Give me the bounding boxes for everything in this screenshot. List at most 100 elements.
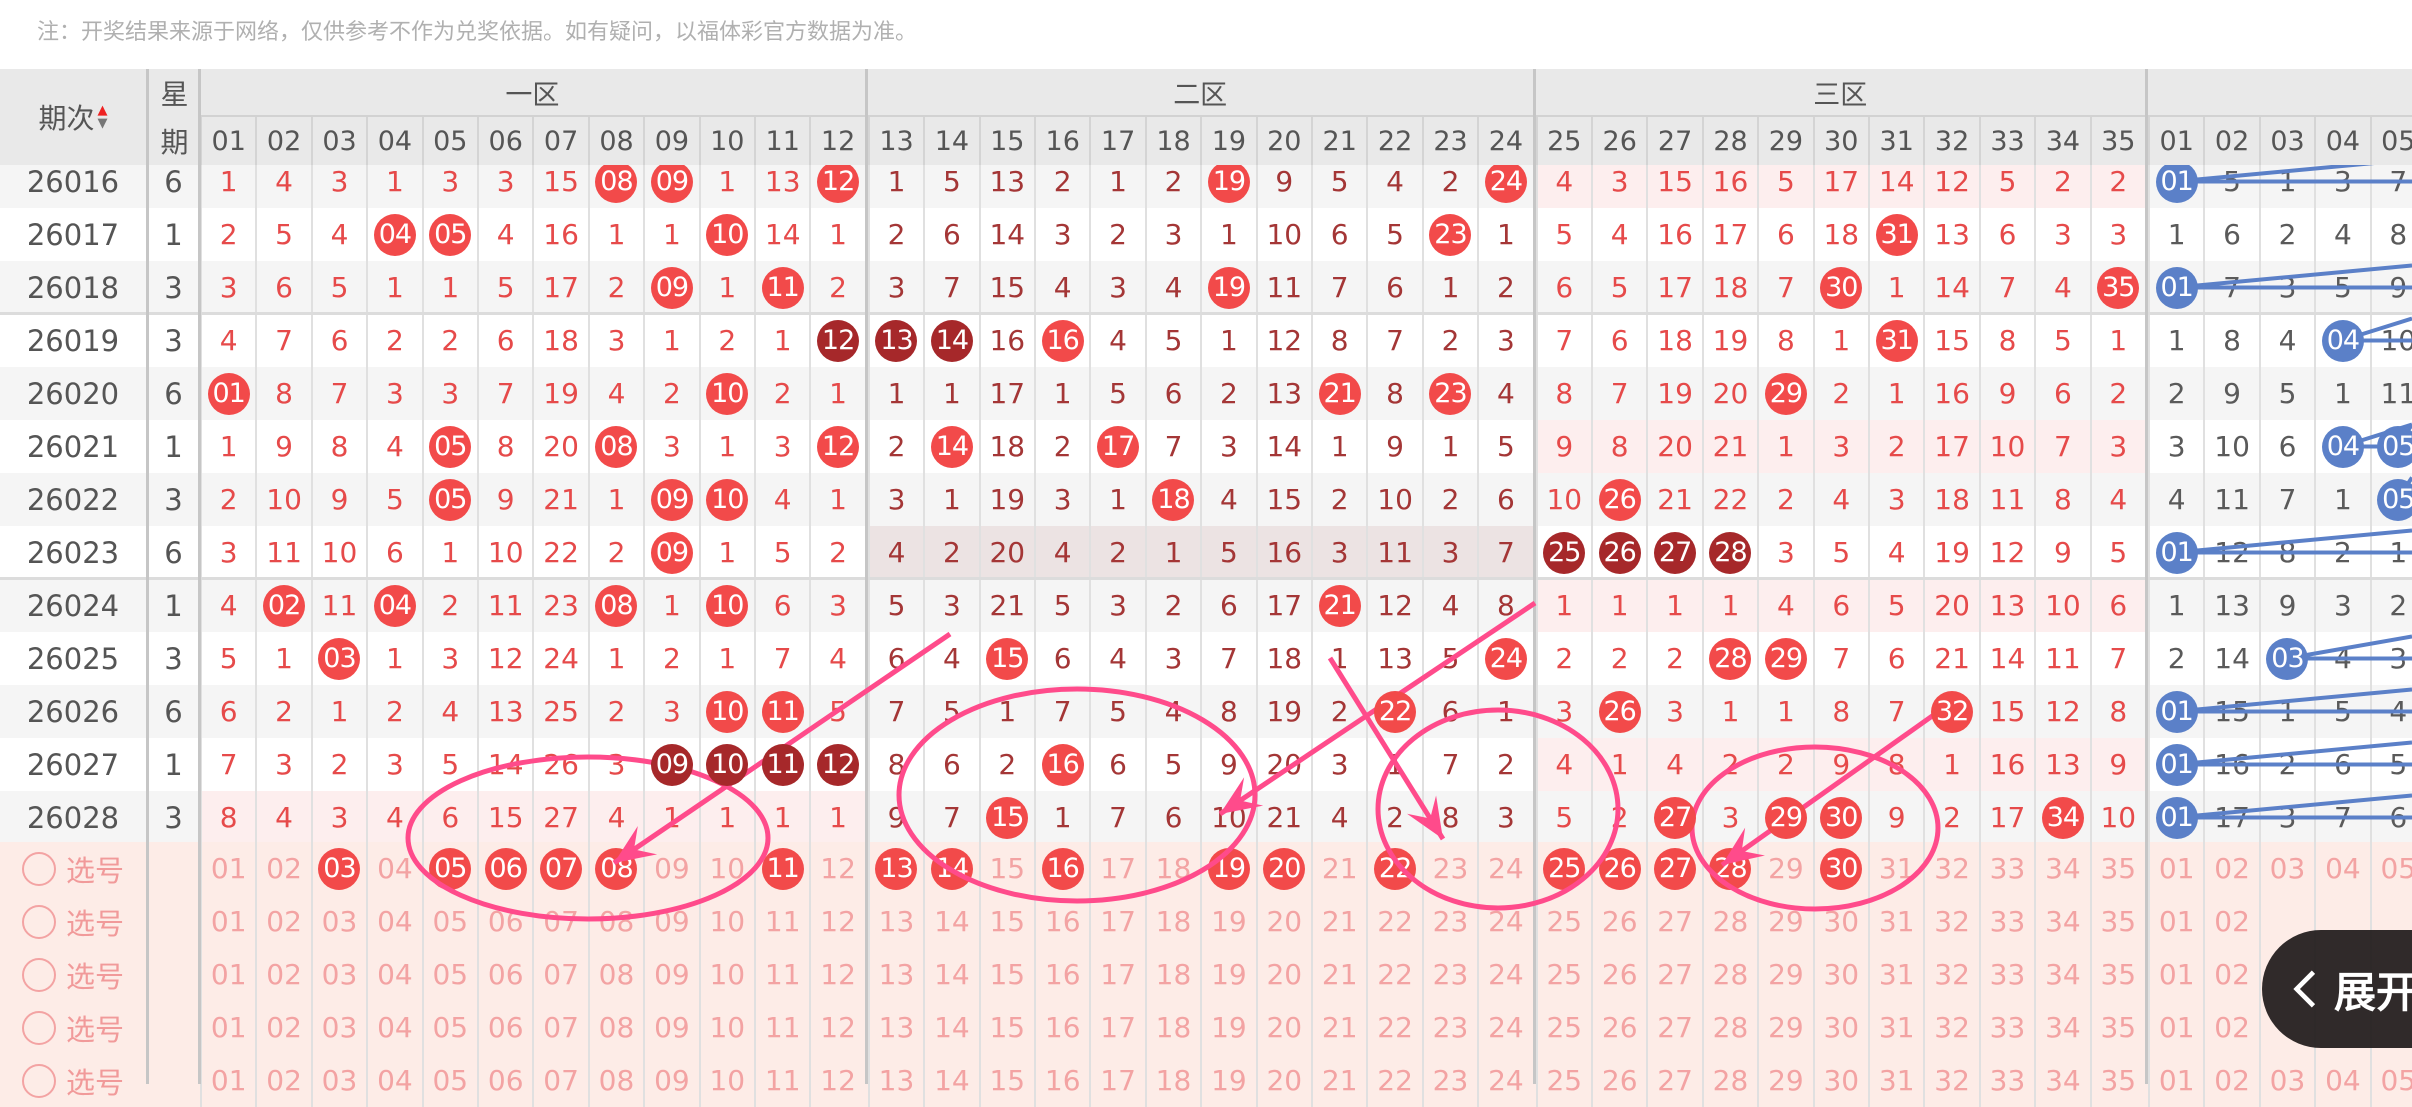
pick-number[interactable]: 20	[1256, 1054, 1311, 1107]
pick-number[interactable]: 22	[1366, 842, 1421, 895]
pick-number[interactable]: 29	[1757, 1054, 1812, 1107]
pick-number[interactable]: 15	[979, 948, 1034, 1001]
pick-number[interactable]: 12	[809, 948, 864, 1001]
pick-number[interactable]: 23	[1422, 842, 1477, 895]
pick-number[interactable]: 19	[1200, 1054, 1255, 1107]
pick-number[interactable]: 14	[923, 948, 978, 1001]
pick-number[interactable]: 16	[1034, 948, 1089, 1001]
pick-number[interactable]: 10	[699, 948, 754, 1001]
selected-ball[interactable]: 14	[931, 848, 973, 890]
pick-number[interactable]: 02	[255, 895, 310, 948]
pick-number[interactable]: 09	[643, 1054, 698, 1107]
pick-number[interactable]: 02	[2203, 1001, 2258, 1054]
pick-number[interactable]: 28	[1702, 842, 1757, 895]
pick-number[interactable]: 08	[588, 895, 643, 948]
pick-number[interactable]: 05	[422, 1054, 477, 1107]
pick-number[interactable]: 05	[422, 895, 477, 948]
pick-number[interactable]: 01	[2148, 1001, 2203, 1054]
selected-ball[interactable]: 11	[762, 848, 804, 890]
pick-number[interactable]: 05	[422, 948, 477, 1001]
pick-number[interactable]: 29	[1757, 895, 1812, 948]
selected-ball[interactable]: 25	[1543, 848, 1585, 890]
pick-number[interactable]: 21	[1311, 842, 1366, 895]
pick-number[interactable]: 05	[2370, 842, 2412, 895]
pick-number[interactable]: 32	[1923, 948, 1978, 1001]
pick-number[interactable]: 20	[1256, 948, 1311, 1001]
selected-ball[interactable]: 27	[1654, 848, 1696, 890]
pick-number[interactable]: 01	[200, 895, 255, 948]
pick-number[interactable]: 07	[532, 948, 587, 1001]
pick-number[interactable]: 06	[477, 895, 532, 948]
pick-number[interactable]: 19	[1200, 895, 1255, 948]
pick-number[interactable]: 27	[1646, 842, 1701, 895]
pick-number[interactable]: 02	[2203, 895, 2258, 948]
pick-toggle[interactable]: 选号	[0, 1054, 146, 1107]
selected-ball[interactable]: 07	[540, 848, 582, 890]
pick-number[interactable]: 26	[1591, 948, 1646, 1001]
pick-number[interactable]: 01	[200, 842, 255, 895]
pick-number[interactable]: 24	[1477, 842, 1532, 895]
pick-number[interactable]: 24	[1477, 1054, 1532, 1107]
pick-number[interactable]: 10	[699, 842, 754, 895]
pick-number[interactable]: 09	[643, 1001, 698, 1054]
pick-number[interactable]: 22	[1366, 895, 1421, 948]
pick-number[interactable]: 26	[1591, 895, 1646, 948]
pick-number[interactable]: 32	[1923, 842, 1978, 895]
pick-number[interactable]: 21	[1311, 895, 1366, 948]
pick-number[interactable]: 16	[1034, 842, 1089, 895]
pick-number[interactable]: 19	[1200, 948, 1255, 1001]
pick-number[interactable]: 32	[1923, 895, 1978, 948]
pick-number[interactable]: 12	[809, 895, 864, 948]
pick-number[interactable]: 04	[366, 948, 421, 1001]
selected-ball[interactable]: 08	[595, 848, 637, 890]
pick-number[interactable]: 10	[699, 1054, 754, 1107]
pick-number[interactable]: 35	[2090, 895, 2145, 948]
pick-number[interactable]: 30	[1813, 948, 1868, 1001]
pick-number[interactable]: 01	[200, 1054, 255, 1107]
pick-toggle[interactable]: 选号	[0, 948, 146, 1001]
pick-toggle[interactable]: 选号	[0, 842, 146, 895]
pick-number[interactable]: 03	[2259, 842, 2314, 895]
pick-number[interactable]: 15	[979, 842, 1034, 895]
pick-number[interactable]: 25	[1536, 1001, 1591, 1054]
pick-number[interactable]: 03	[311, 1001, 366, 1054]
pick-number[interactable]: 18	[1145, 1054, 1200, 1107]
pick-number[interactable]: 13	[868, 1001, 923, 1054]
pick-number[interactable]: 21	[1311, 1054, 1366, 1107]
pick-number[interactable]: 20	[1256, 1001, 1311, 1054]
pick-number[interactable]: 06	[477, 948, 532, 1001]
pick-number[interactable]: 17	[1089, 1001, 1144, 1054]
pick-number[interactable]: 31	[1868, 948, 1923, 1001]
pick-number[interactable]: 02	[2203, 1054, 2258, 1107]
pick-number[interactable]: 17	[1089, 1054, 1144, 1107]
pick-number[interactable]: 31	[1868, 842, 1923, 895]
pick-number[interactable]: 04	[366, 895, 421, 948]
selected-ball[interactable]: 19	[1208, 848, 1250, 890]
pick-number[interactable]: 25	[1536, 842, 1591, 895]
pick-number[interactable]: 22	[1366, 1054, 1421, 1107]
pick-number[interactable]: 34	[2034, 895, 2089, 948]
selected-ball[interactable]: 22	[1374, 848, 1416, 890]
pick-number[interactable]: 05	[422, 1001, 477, 1054]
pick-number[interactable]: 15	[979, 895, 1034, 948]
pick-number[interactable]: 34	[2034, 948, 2089, 1001]
pick-number[interactable]: 24	[1477, 1001, 1532, 1054]
pick-number[interactable]: 25	[1536, 948, 1591, 1001]
pick-number[interactable]: 06	[477, 1054, 532, 1107]
pick-number[interactable]: 32	[1923, 1001, 1978, 1054]
pick-number[interactable]: 28	[1702, 895, 1757, 948]
pick-number[interactable]: 05	[2370, 1054, 2412, 1107]
pick-number[interactable]: 33	[1979, 948, 2034, 1001]
pick-number[interactable]: 31	[1868, 1054, 1923, 1107]
pick-number[interactable]: 08	[588, 1001, 643, 1054]
pick-number[interactable]: 22	[1366, 948, 1421, 1001]
pick-number[interactable]: 31	[1868, 895, 1923, 948]
radio-circle-icon[interactable]	[22, 1011, 56, 1045]
pick-number[interactable]: 27	[1646, 948, 1701, 1001]
pick-number[interactable]: 25	[1536, 895, 1591, 948]
pick-number[interactable]: 04	[2314, 1054, 2369, 1107]
pick-number[interactable]: 19	[1200, 842, 1255, 895]
pick-number[interactable]: 11	[754, 1001, 809, 1054]
pick-number[interactable]: 24	[1477, 948, 1532, 1001]
pick-number[interactable]: 27	[1646, 1054, 1701, 1107]
